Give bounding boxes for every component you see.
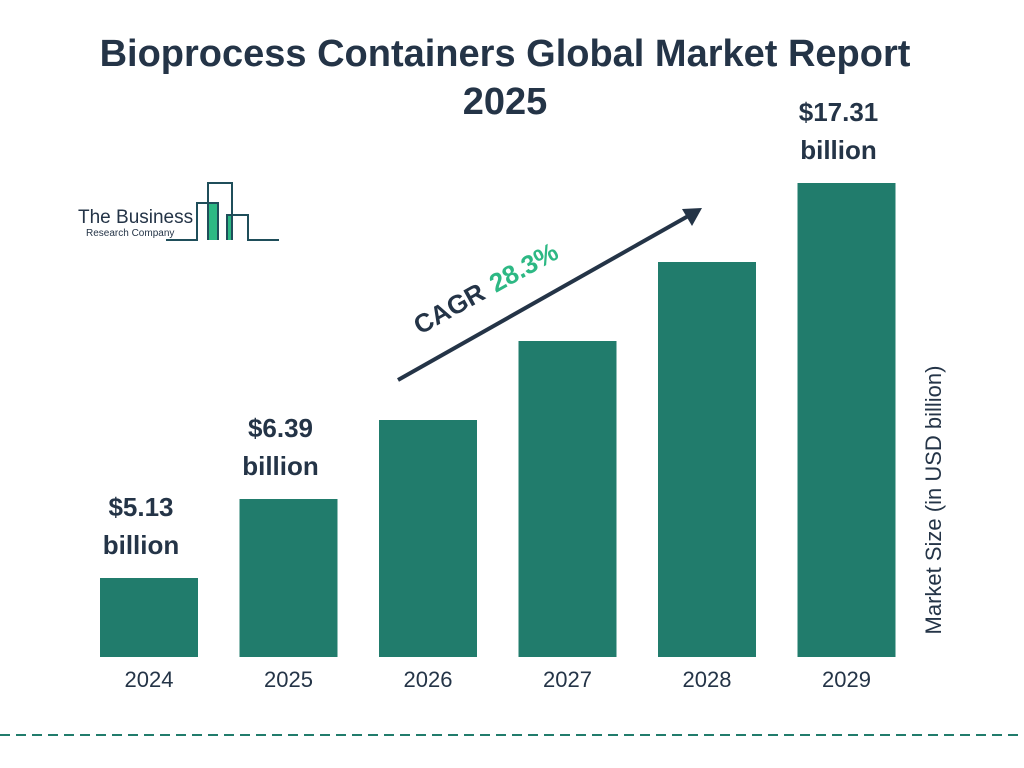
chart-title: Bioprocess Containers Global Market Repo… xyxy=(99,33,911,123)
x-tick-label: 2027 xyxy=(543,667,592,692)
cagr-arrow-head xyxy=(682,208,702,226)
bar-2028 xyxy=(658,262,756,657)
x-tick-label: 2029 xyxy=(822,667,871,692)
data-label: $6.39 xyxy=(248,413,313,443)
company-logo: The Business Research Company xyxy=(78,182,279,241)
logo-green-bar xyxy=(208,204,217,240)
data-label: billion xyxy=(242,451,319,481)
x-tick-label: 2025 xyxy=(264,667,313,692)
logo-green-bar xyxy=(228,216,233,240)
bar-2025 xyxy=(239,499,338,657)
logo-line2: Research Company xyxy=(86,228,174,239)
x-tick-label: 2026 xyxy=(404,667,453,692)
logo-skyline xyxy=(166,182,279,241)
x-tick-label: 2028 xyxy=(683,667,732,692)
cagr-prefix: CAGR xyxy=(408,277,490,340)
data-label: billion xyxy=(103,530,180,560)
data-label: billion xyxy=(800,135,877,165)
cagr-annotation: CAGR28.3% xyxy=(408,236,563,340)
bar-2029 xyxy=(797,183,896,657)
cagr-arrow-line xyxy=(397,213,691,382)
x-tick-label: 2024 xyxy=(125,667,174,692)
cagr-value: 28.3% xyxy=(484,236,563,298)
bar-2027 xyxy=(518,341,617,657)
bar-2026 xyxy=(379,420,477,657)
data-label: $17.31 xyxy=(799,97,879,127)
y-axis-label: Market Size (in USD billion) xyxy=(921,366,946,635)
logo-line1: The Business xyxy=(78,207,193,228)
bar-2024 xyxy=(100,578,198,657)
data-label: $5.13 xyxy=(108,492,173,522)
